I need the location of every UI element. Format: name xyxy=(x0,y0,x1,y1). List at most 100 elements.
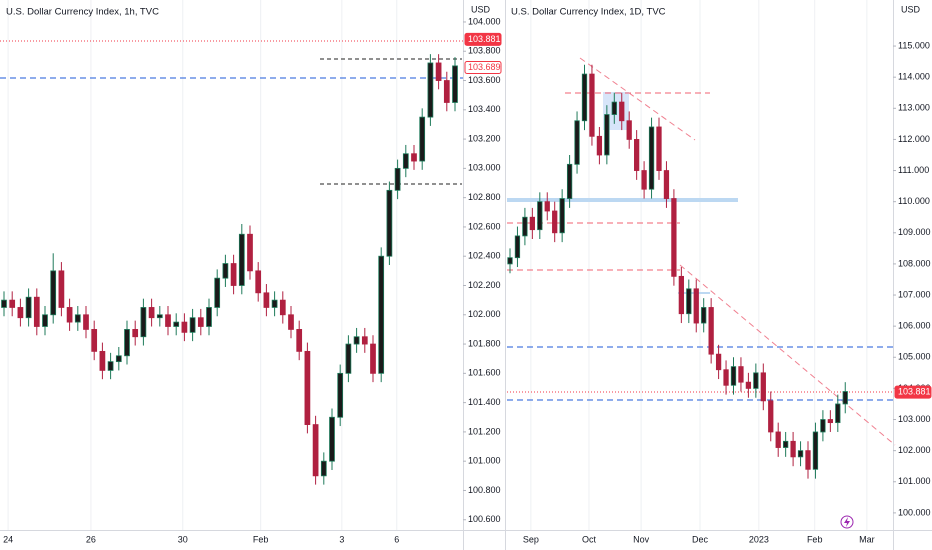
candle-body xyxy=(820,419,826,433)
y-tick-label: 102.200 xyxy=(468,280,501,290)
y-tick-label: 102.400 xyxy=(468,251,501,261)
candle-body xyxy=(522,216,528,237)
x-tick-label: Nov xyxy=(633,534,650,544)
candle-body xyxy=(783,440,789,448)
trend-line xyxy=(679,264,896,446)
y-tick-label: 113.000 xyxy=(898,103,930,113)
candle-body xyxy=(165,314,171,327)
currency-label: USD xyxy=(471,4,491,14)
candle-body xyxy=(634,139,640,171)
candle-body xyxy=(189,317,196,333)
y-tick-label: 103.000 xyxy=(468,163,501,173)
candle-body xyxy=(124,329,130,357)
price-badge-label: 103.881 xyxy=(468,34,501,44)
x-tick-label: Mar xyxy=(859,534,875,544)
candle-body xyxy=(50,270,57,316)
y-tick-label: 103.200 xyxy=(468,133,501,143)
candle-body xyxy=(574,120,580,165)
price-badge-label: 103.881 xyxy=(898,386,931,396)
x-tick-label: 2023 xyxy=(749,534,769,544)
candle-body xyxy=(514,235,521,259)
candle-body xyxy=(17,307,24,319)
candle-body xyxy=(760,372,766,402)
candle-body xyxy=(288,314,294,330)
drawings xyxy=(0,40,896,446)
candle-body xyxy=(641,170,647,190)
y-tick-label: 110.000 xyxy=(898,196,930,206)
y-tick-label: 108.000 xyxy=(898,258,931,268)
y-tick-label: 103.800 xyxy=(468,46,501,56)
grid xyxy=(7,0,868,530)
candle-body xyxy=(715,353,722,371)
candle-body xyxy=(320,460,327,477)
candle-body xyxy=(238,233,245,286)
y-tick-label: 101.200 xyxy=(468,426,501,436)
candle-body xyxy=(214,277,221,308)
candle-body xyxy=(611,101,617,115)
candles xyxy=(1,54,848,485)
y-tick-label: 103.600 xyxy=(468,75,501,85)
candle-body xyxy=(370,343,376,374)
candle-body xyxy=(329,416,335,462)
y-tick-label: 101.800 xyxy=(468,338,501,348)
candle-body xyxy=(42,314,48,327)
y-tick-label: 107.000 xyxy=(898,289,931,299)
candle-body xyxy=(230,263,237,286)
candle-body xyxy=(255,270,262,294)
price-badge-label: 103.689 xyxy=(468,62,501,72)
x-tick-label: 24 xyxy=(3,534,13,544)
y-tick-label: 111.000 xyxy=(898,165,929,175)
candle-body xyxy=(619,101,625,122)
candle-body xyxy=(552,210,558,234)
y-tick-label: 100.000 xyxy=(898,507,931,517)
event-icon-bolt xyxy=(844,517,850,527)
candle-body xyxy=(222,263,229,279)
candle-body xyxy=(156,314,163,319)
candle-body xyxy=(805,450,811,470)
candle-body xyxy=(768,400,774,433)
candle-body xyxy=(678,275,684,315)
y-tick-label: 103.400 xyxy=(468,104,501,114)
candle-body xyxy=(378,255,385,374)
x-tick-label: 26 xyxy=(86,534,96,544)
candle-body xyxy=(337,372,344,418)
candle-body xyxy=(58,270,65,308)
candle-body xyxy=(775,431,781,448)
candle-body xyxy=(544,201,550,212)
y-tick-label: 102.000 xyxy=(468,309,501,319)
candle-body xyxy=(671,198,677,277)
price-badge xyxy=(464,32,502,46)
candle-body xyxy=(197,317,204,327)
y-tick-label: 100.600 xyxy=(468,514,501,524)
x-tick-label: Feb xyxy=(807,534,823,544)
candle-body xyxy=(279,299,286,316)
candle-body xyxy=(529,216,535,231)
x-tick-label: 30 xyxy=(178,534,188,544)
candle-body xyxy=(74,314,81,323)
candle-body xyxy=(271,299,278,308)
y-tick-label: 102.000 xyxy=(898,445,931,455)
y-tick-label: 109.000 xyxy=(898,227,931,237)
y-tick-label: 102.600 xyxy=(468,221,501,231)
candle-body xyxy=(394,167,401,191)
candle-body xyxy=(656,126,662,171)
candle-body xyxy=(140,307,147,338)
candle-body xyxy=(730,366,737,386)
y-tick-label: 101.000 xyxy=(898,476,931,486)
candle-body xyxy=(181,321,188,333)
candle-body xyxy=(1,299,7,308)
candle-body xyxy=(83,314,89,330)
candle-body xyxy=(173,321,180,327)
candle-body xyxy=(9,299,16,308)
x-tick-label: 6 xyxy=(394,534,399,544)
candle-body xyxy=(738,366,744,383)
event-icon[interactable] xyxy=(840,515,854,529)
candle-body xyxy=(559,198,565,234)
candle-body xyxy=(263,292,270,308)
candle-body xyxy=(419,116,426,162)
candle-body xyxy=(443,80,450,103)
candle-body xyxy=(247,233,253,272)
x-tick-label: Oct xyxy=(582,534,597,544)
